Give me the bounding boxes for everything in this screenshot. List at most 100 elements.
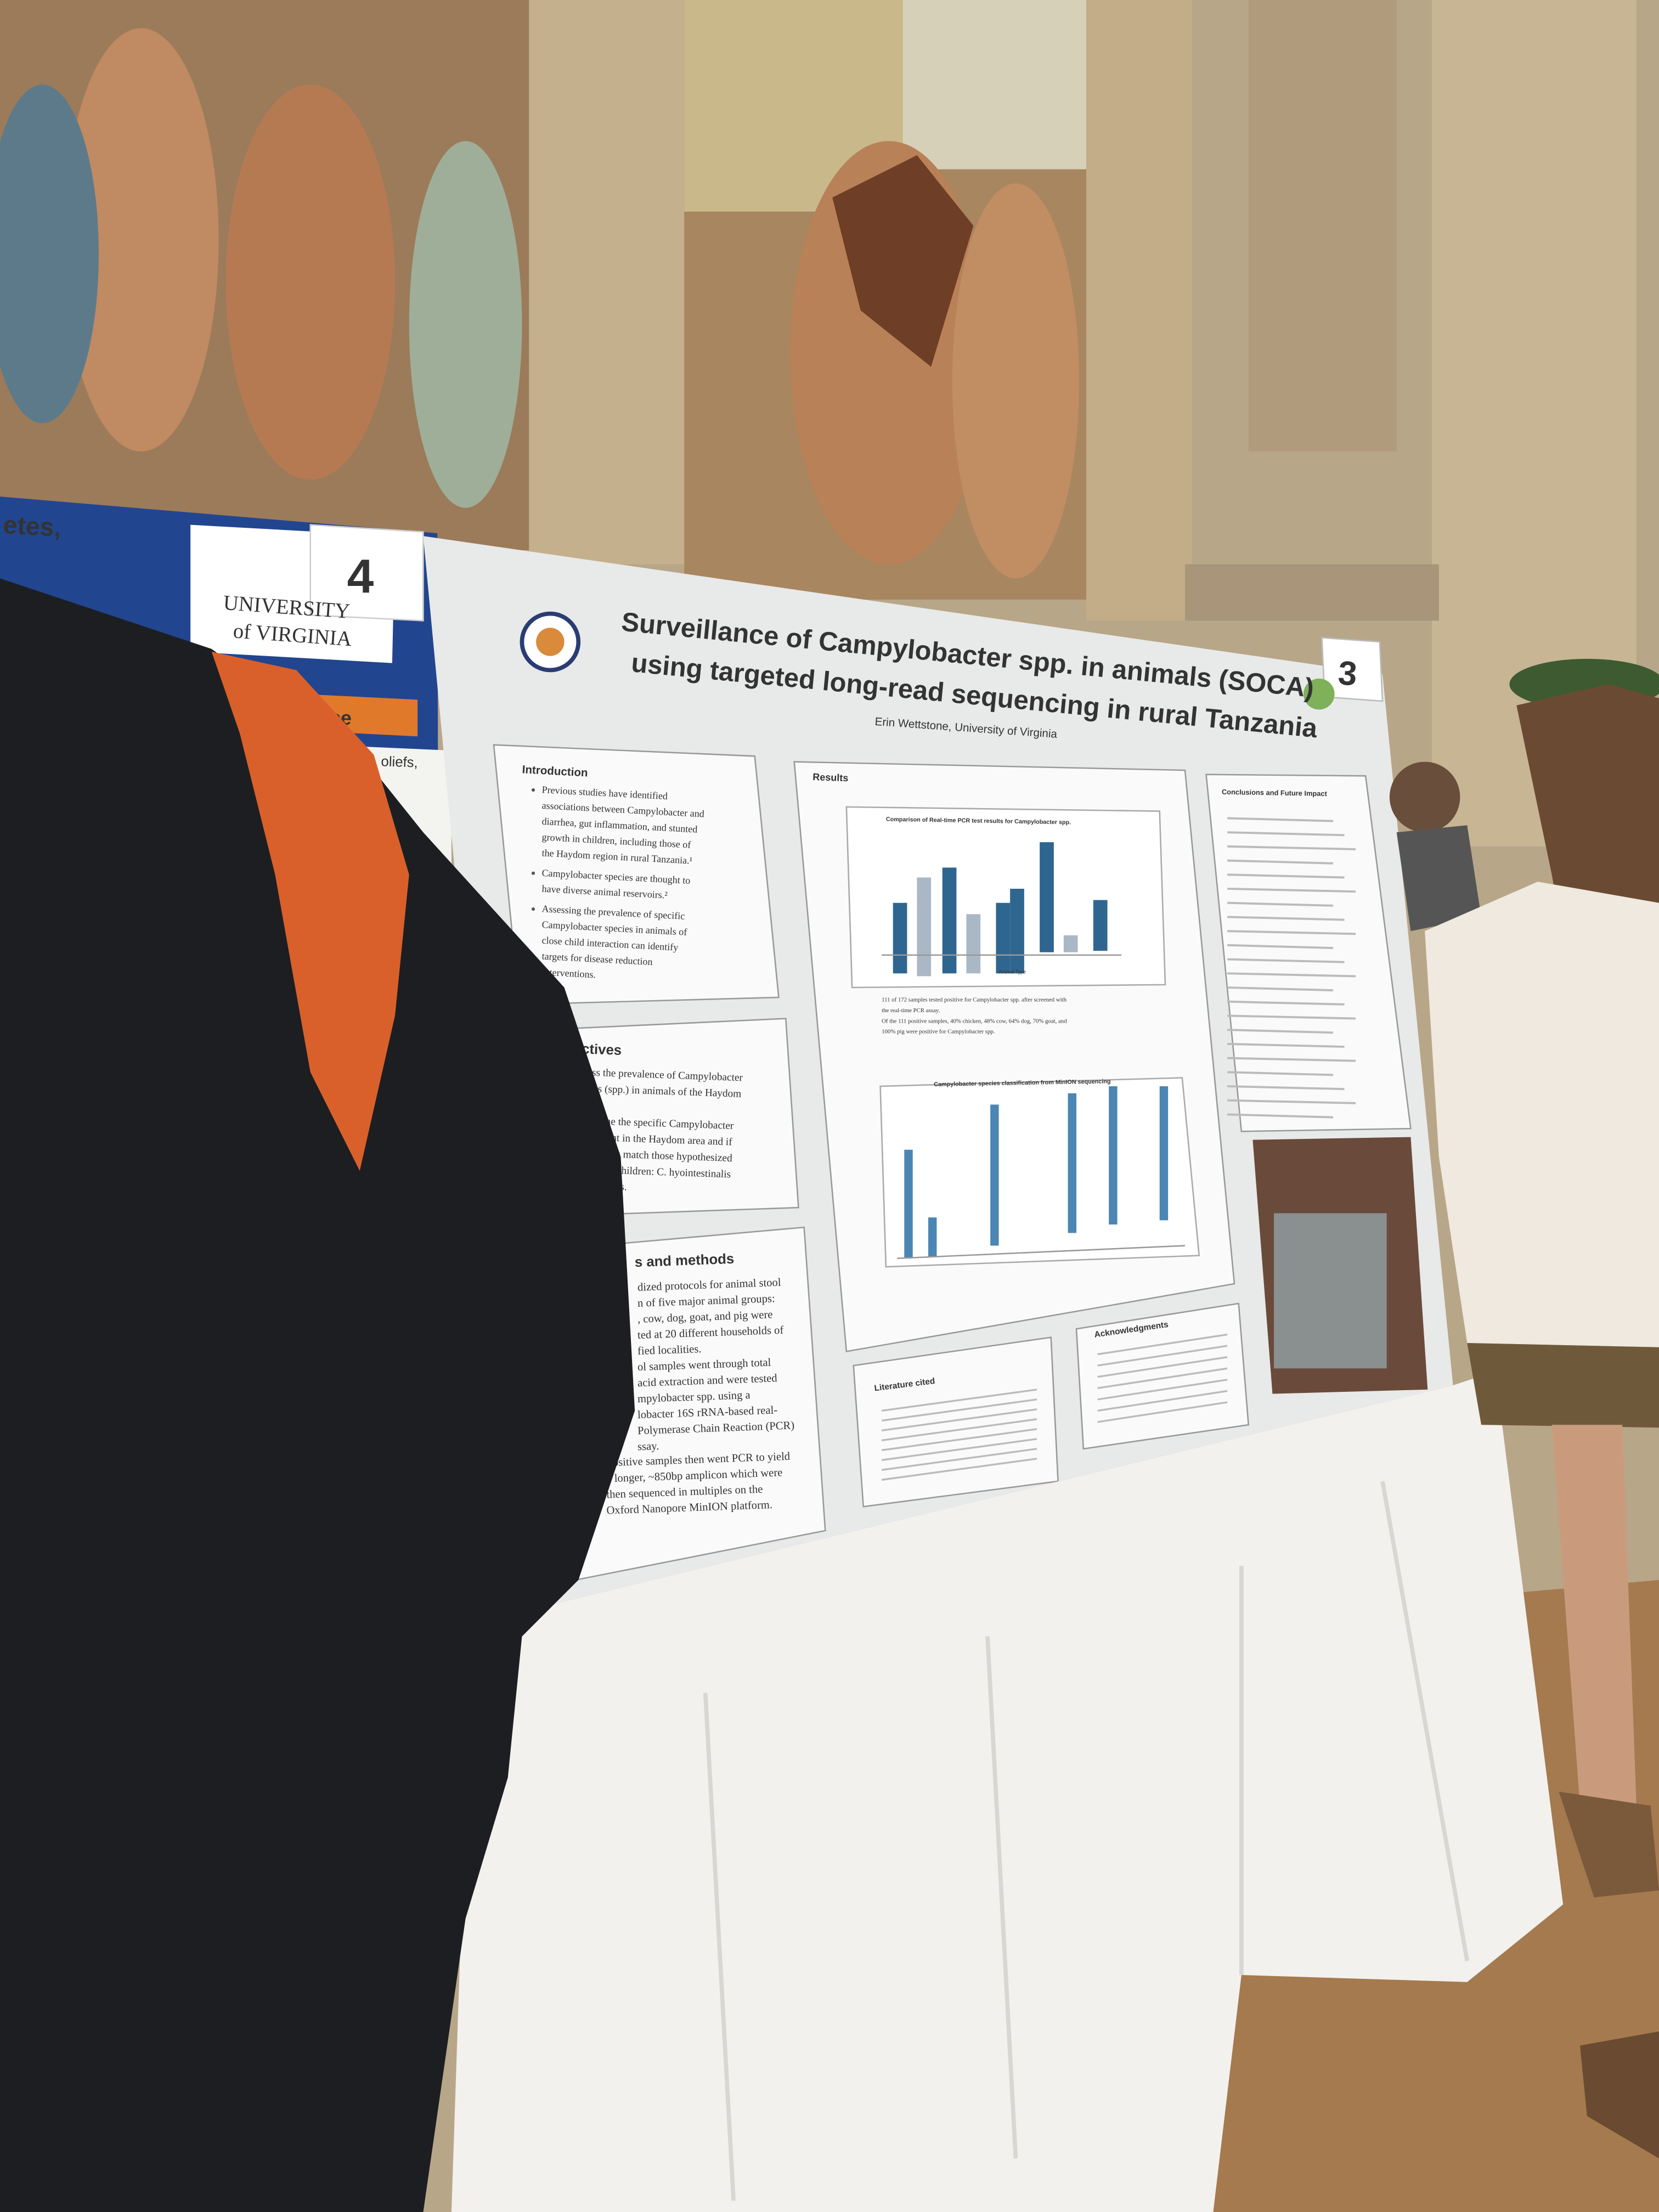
- column: [1086, 0, 1192, 621]
- text-line: [881, 1418, 1037, 1442]
- results-text: Of the 111 positive samples, 40% chicken…: [882, 1018, 1067, 1024]
- text-line: [1097, 1390, 1228, 1412]
- ledge: [1185, 564, 1439, 621]
- background-person-body: [1396, 825, 1481, 932]
- text-line: [1227, 944, 1334, 949]
- methods-text: ssay.: [637, 1440, 659, 1453]
- text-line: [1227, 873, 1345, 879]
- text-line: [1227, 1071, 1334, 1076]
- text-line: [1227, 831, 1345, 837]
- mural-figure: [63, 28, 219, 452]
- chart-2: [879, 1077, 1200, 1268]
- conclusions-panel: [1205, 774, 1412, 1132]
- photo-content: [1274, 1213, 1387, 1369]
- text-line: [881, 1438, 1037, 1462]
- leg: [1551, 1425, 1637, 1806]
- text-line: [1227, 1085, 1345, 1091]
- chart-bar: [990, 1104, 999, 1246]
- text-line: [1227, 888, 1356, 893]
- section-heading: Results: [812, 771, 849, 783]
- boot: [1559, 1791, 1659, 1898]
- text-line: [1097, 1333, 1228, 1356]
- text-line: [1227, 845, 1356, 850]
- foreground-person: [0, 578, 635, 2212]
- mural-horse: [832, 155, 974, 367]
- acknowledgments-panel: [1075, 1302, 1250, 1450]
- chart-bar: [1093, 900, 1108, 951]
- cloth-folds: [703, 1481, 1470, 2201]
- uva-seal-center: [536, 628, 565, 656]
- text-line: [1097, 1401, 1228, 1423]
- text-fragment: oliefs,: [381, 754, 418, 770]
- background-person: [1389, 761, 1460, 833]
- text-line: [1097, 1367, 1228, 1389]
- poster-fragment: etes,: [3, 510, 62, 541]
- text-line: [881, 1458, 1037, 1481]
- chart-bar: [1063, 935, 1078, 952]
- board-number: 4: [347, 549, 374, 603]
- chart-title: Campylobacter species classification fro…: [934, 1078, 1111, 1088]
- mural-figure: [409, 141, 522, 508]
- text-line: [1227, 972, 1356, 978]
- text-line: [881, 1428, 1037, 1452]
- text-line: [1227, 930, 1356, 935]
- text-line: [1227, 817, 1334, 822]
- mural-figure: [225, 84, 395, 480]
- axis-label: Animal Type: [999, 969, 1026, 974]
- text-line: [1097, 1379, 1228, 1401]
- text-line: [1227, 1000, 1345, 1006]
- text-line: [1227, 1042, 1345, 1048]
- chart-axis: [897, 1245, 1186, 1259]
- skirt: [1467, 1343, 1659, 1428]
- partner-logo: [1304, 678, 1335, 710]
- bullet: [531, 871, 535, 875]
- mural-figure: [952, 183, 1080, 579]
- chart-bars: [881, 817, 1356, 1481]
- text-line: [881, 1389, 1037, 1412]
- chart-bar: [1040, 842, 1054, 952]
- chart-bar: [1109, 1086, 1118, 1224]
- sweater: [1425, 882, 1659, 1347]
- chart-bar: [917, 877, 932, 977]
- tablecloth: [451, 1371, 1564, 2212]
- text-line: [1227, 1029, 1334, 1034]
- text-line: [1097, 1345, 1228, 1367]
- chart-bar: [904, 1149, 913, 1259]
- text-line: [1227, 1057, 1356, 1062]
- chart-bar: [966, 914, 981, 974]
- chart-title: Comparison of Real-time PCR test results…: [886, 816, 1071, 826]
- text-line: [1227, 986, 1334, 992]
- text-line: [1227, 916, 1345, 921]
- text-line: [1097, 1356, 1228, 1378]
- methods-text: fied localities.: [637, 1343, 702, 1357]
- chart-bar: [942, 867, 957, 974]
- jacket-stripe: [211, 652, 409, 1171]
- text-line: [1227, 1113, 1334, 1119]
- results-text: the real-time PCR assay.: [882, 1007, 940, 1014]
- board-number: 3: [1337, 654, 1358, 693]
- text-line: [1227, 901, 1334, 907]
- chart-bar: [996, 902, 1011, 974]
- literature-panel: [853, 1336, 1059, 1508]
- text-line: [881, 1408, 1037, 1432]
- chart-bar: [1068, 1093, 1076, 1233]
- text-line: [881, 1398, 1037, 1422]
- text-line: [1227, 859, 1334, 865]
- text-line: [1227, 1014, 1356, 1020]
- chart-bar: [893, 902, 907, 974]
- section-heading: s and methods: [634, 1251, 734, 1270]
- text-line: [881, 1448, 1037, 1471]
- text-line: [1227, 958, 1345, 963]
- chart-bar: [1159, 1086, 1169, 1221]
- chart-bar: [928, 1217, 937, 1257]
- number-card: [309, 524, 424, 622]
- mural-figure: [0, 84, 99, 424]
- number-card: [1321, 636, 1384, 702]
- bullet: [531, 907, 535, 911]
- text-line: [1227, 1099, 1356, 1104]
- intro-panel: [493, 744, 780, 1006]
- shoe: [1580, 2031, 1659, 2159]
- section-heading: Conclusions and Future Impact: [1222, 788, 1328, 798]
